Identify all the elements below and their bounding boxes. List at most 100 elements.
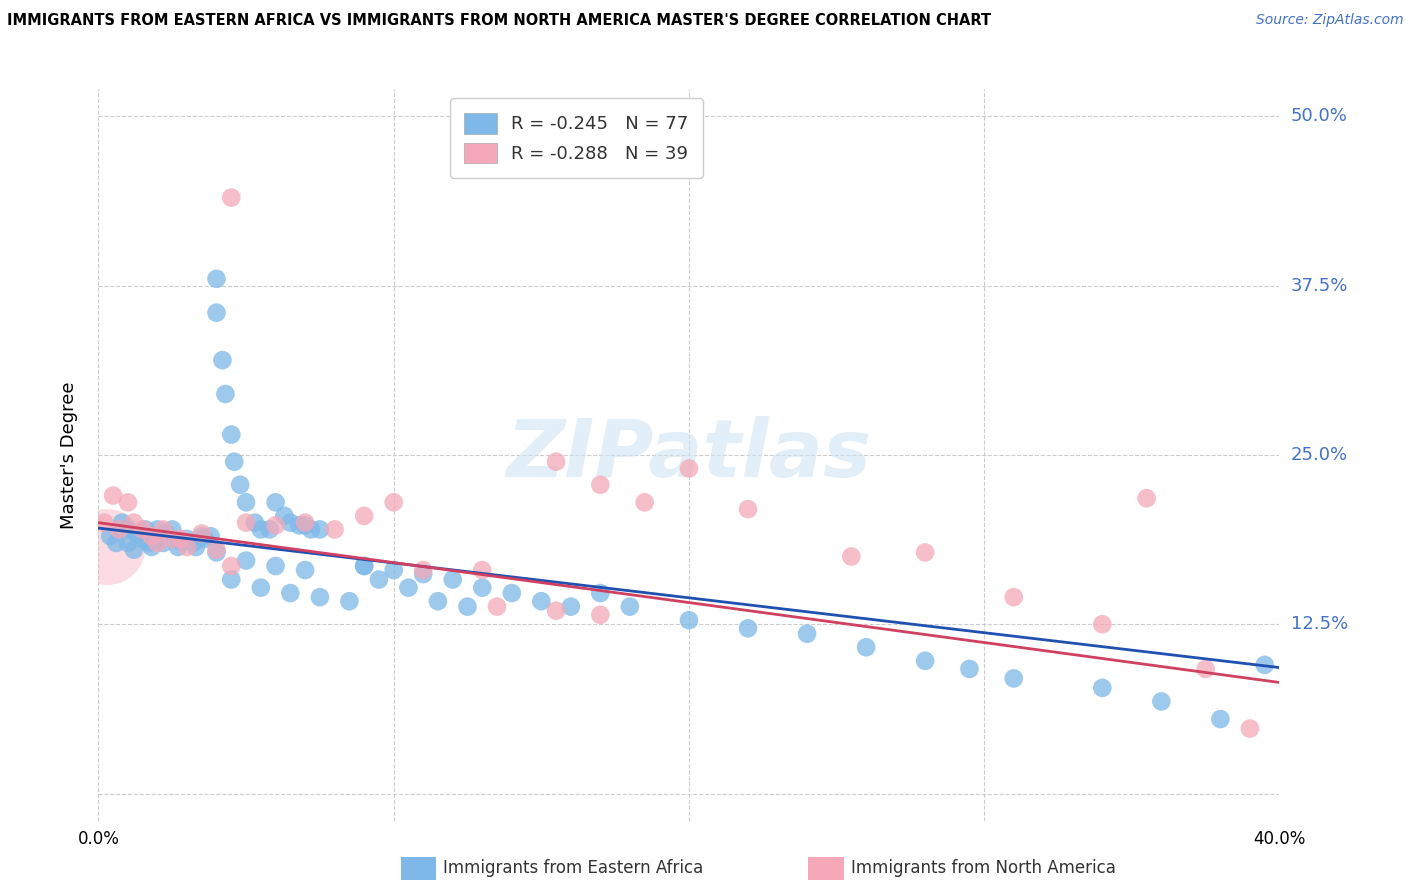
Point	[117, 495, 139, 509]
Point	[299, 523, 322, 537]
Point	[191, 529, 214, 543]
Point	[678, 613, 700, 627]
Point	[141, 540, 163, 554]
Point	[152, 523, 174, 537]
Point	[1195, 662, 1218, 676]
Point	[219, 427, 242, 442]
Point	[122, 516, 145, 530]
Point	[914, 654, 936, 668]
Point	[117, 536, 139, 550]
Text: Immigrants from North America: Immigrants from North America	[851, 859, 1115, 877]
Legend: R = -0.245   N = 77, R = -0.288   N = 39: R = -0.245 N = 77, R = -0.288 N = 39	[450, 98, 703, 178]
Point	[471, 581, 494, 595]
Text: IMMIGRANTS FROM EASTERN AFRICA VS IMMIGRANTS FROM NORTH AMERICA MASTER'S DEGREE : IMMIGRANTS FROM EASTERN AFRICA VS IMMIGR…	[7, 13, 991, 29]
Point	[211, 353, 233, 368]
Point	[250, 581, 273, 595]
Point	[737, 621, 759, 635]
Point	[235, 516, 257, 530]
Point	[309, 523, 332, 537]
Point	[205, 306, 228, 320]
Point	[155, 526, 177, 541]
Point	[796, 626, 818, 640]
Point	[264, 495, 287, 509]
Point	[108, 523, 131, 537]
Point	[1209, 712, 1232, 726]
Point	[98, 529, 121, 543]
Point	[619, 599, 641, 614]
Point	[235, 553, 257, 567]
Point	[288, 518, 311, 533]
Point	[278, 516, 302, 530]
Point	[530, 594, 553, 608]
Point	[544, 604, 567, 618]
Point	[117, 523, 139, 537]
Point	[135, 523, 157, 537]
Point	[167, 540, 190, 554]
Point	[96, 540, 118, 554]
Point	[589, 607, 612, 622]
Point	[1239, 722, 1261, 736]
Text: ZIPatlas: ZIPatlas	[506, 416, 872, 494]
Point	[205, 542, 228, 557]
Point	[152, 536, 174, 550]
Point	[205, 272, 228, 286]
Point	[170, 532, 193, 546]
Text: 37.5%: 37.5%	[1291, 277, 1348, 294]
Point	[194, 532, 217, 546]
Point	[219, 559, 242, 574]
Point	[353, 559, 375, 574]
Text: 50.0%: 50.0%	[1291, 107, 1347, 125]
Point	[176, 540, 198, 554]
Point	[337, 594, 360, 608]
Point	[1150, 694, 1173, 708]
Point	[839, 549, 862, 564]
Text: Source: ZipAtlas.com: Source: ZipAtlas.com	[1256, 13, 1403, 28]
Point	[412, 563, 434, 577]
Point	[243, 516, 266, 530]
Point	[132, 532, 155, 546]
Point	[1254, 657, 1277, 672]
Y-axis label: Master's Degree: Master's Degree	[59, 381, 77, 529]
Point	[1091, 681, 1114, 695]
Point	[1002, 590, 1025, 604]
Point	[93, 516, 115, 530]
Point	[205, 545, 228, 559]
Point	[146, 532, 169, 546]
Point	[235, 495, 257, 509]
Point	[382, 563, 405, 577]
Point	[1002, 672, 1025, 686]
Point	[219, 190, 242, 204]
Point	[105, 536, 128, 550]
Point	[427, 594, 450, 608]
Point	[959, 662, 981, 676]
Point	[1135, 491, 1157, 506]
Point	[501, 586, 523, 600]
Point	[162, 523, 183, 537]
Point	[353, 508, 375, 523]
Point	[191, 526, 214, 541]
Point	[264, 559, 287, 574]
Point	[111, 516, 134, 530]
Point	[200, 529, 222, 543]
Point	[589, 477, 612, 491]
Point	[294, 518, 316, 533]
Point	[412, 567, 434, 582]
Point	[264, 518, 287, 533]
Point	[294, 563, 316, 577]
Point	[633, 495, 655, 509]
Point	[170, 534, 193, 549]
Point	[103, 489, 125, 503]
Point	[162, 532, 183, 546]
Point	[678, 461, 700, 475]
Point	[229, 477, 252, 491]
Point	[737, 502, 759, 516]
Point	[125, 526, 148, 541]
Point	[309, 590, 332, 604]
Point	[181, 536, 204, 550]
Text: Immigrants from Eastern Africa: Immigrants from Eastern Africa	[443, 859, 703, 877]
Point	[278, 586, 302, 600]
Point	[544, 455, 567, 469]
Point	[486, 599, 509, 614]
Point	[273, 508, 295, 523]
Point	[184, 540, 207, 554]
